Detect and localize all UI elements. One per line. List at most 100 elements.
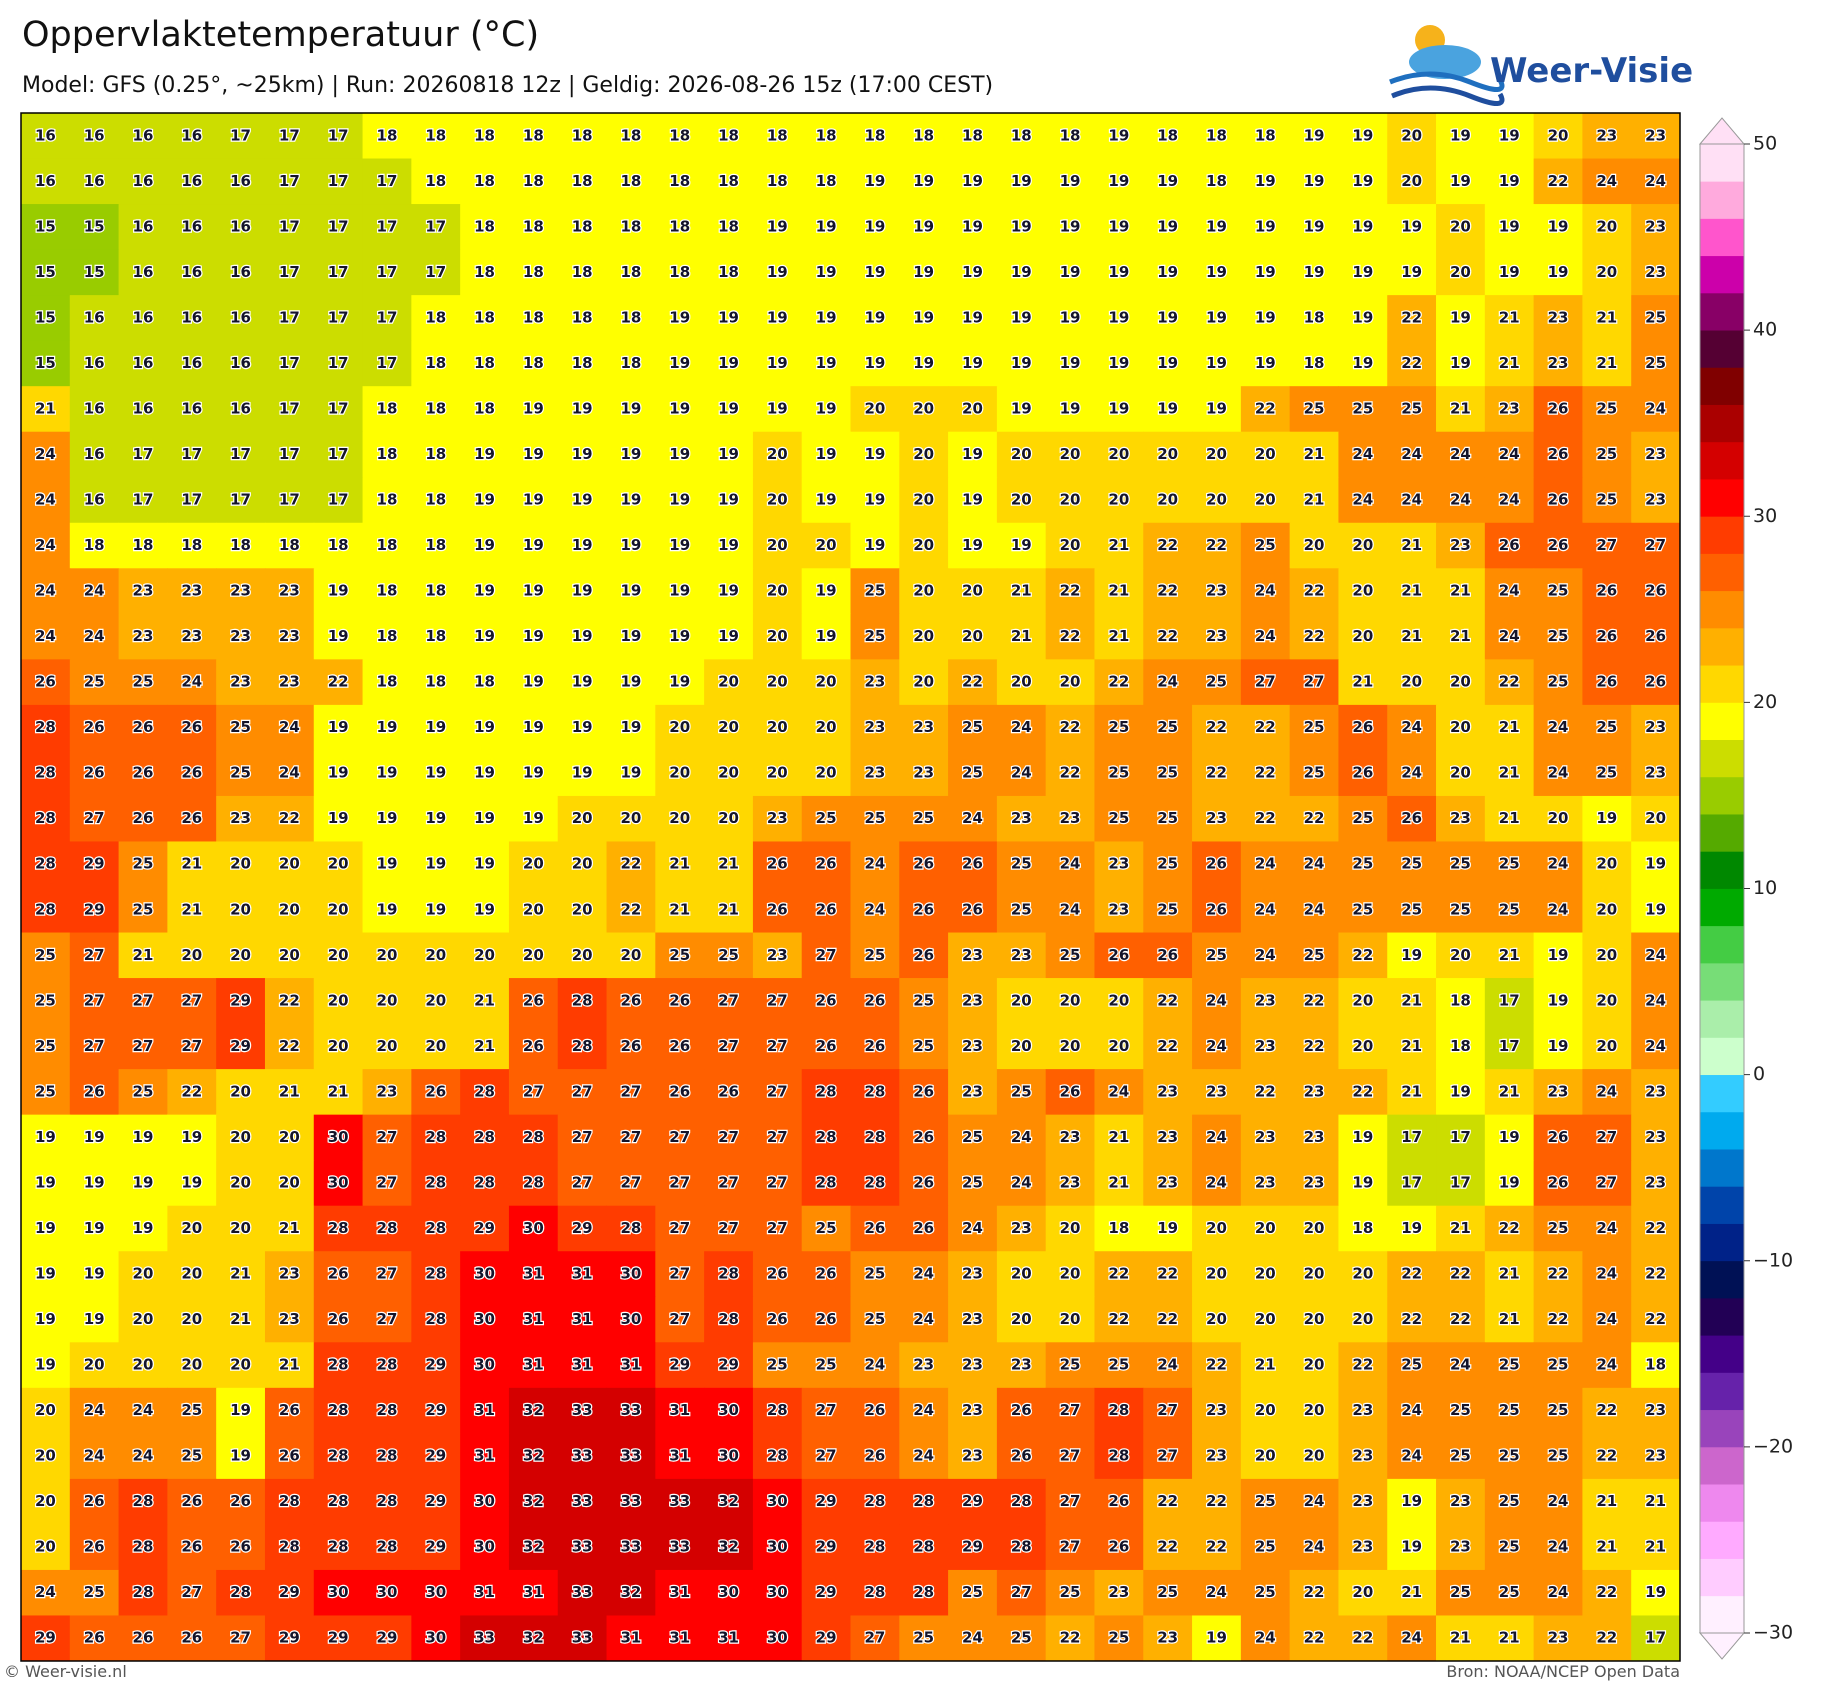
temperature-cell <box>460 1615 510 1662</box>
temperature-label: 22 <box>620 855 641 873</box>
temperature-label: 19 <box>572 718 593 736</box>
temperature-label: 20 <box>1450 217 1471 235</box>
temperature-label: 24 <box>1206 991 1227 1009</box>
temperature-label: 20 <box>572 809 593 827</box>
temperature-cell <box>313 887 364 934</box>
temperature-cell <box>1192 522 1242 569</box>
temperature-label: 20 <box>1060 1037 1081 1055</box>
temperature-label: 20 <box>1352 1310 1373 1328</box>
temperature-cell <box>1143 978 1193 1025</box>
temperature-label: 19 <box>523 673 544 691</box>
temperature-cell <box>362 1296 412 1343</box>
temperature-cell <box>1045 1615 1095 1662</box>
temperature-label: 29 <box>35 1629 56 1647</box>
temperature-cell <box>508 1342 559 1389</box>
temperature-label: 23 <box>1596 126 1617 144</box>
temperature-cell <box>264 1433 315 1480</box>
temperature-cell <box>1533 1478 1583 1525</box>
temperature-cell <box>1240 1615 1291 1662</box>
temperature-label: 20 <box>1060 536 1081 554</box>
temperature-label: 19 <box>1645 855 1666 873</box>
temperature-cell <box>1436 113 1486 160</box>
temperature-label: 27 <box>1060 1401 1081 1419</box>
temperature-cell <box>21 1205 71 1252</box>
temperature-cell <box>1192 1433 1242 1480</box>
temperature-cell <box>167 522 217 569</box>
temperature-label: 30 <box>767 1492 788 1510</box>
temperature-cell <box>69 795 120 842</box>
temperature-cell <box>1045 477 1095 524</box>
temperature-cell <box>216 887 266 934</box>
temperature-cell <box>21 522 71 569</box>
temperature-label: 19 <box>718 354 739 372</box>
temperature-cell <box>118 932 168 979</box>
temperature-cell <box>1045 704 1095 751</box>
temperature-label: 28 <box>474 1173 495 1191</box>
temperature-label: 19 <box>377 900 398 918</box>
temperature-label: 25 <box>1548 1401 1569 1419</box>
temperature-cell <box>1094 431 1144 478</box>
temperature-cell <box>1582 1433 1632 1480</box>
temperature-label: 27 <box>181 1583 202 1601</box>
temperature-cell <box>655 1433 705 1480</box>
temperature-cell <box>1436 1069 1486 1116</box>
temperature-label: 28 <box>816 1082 837 1100</box>
temperature-cell <box>1338 1160 1388 1207</box>
temperature-cell <box>704 249 754 296</box>
temperature-cell <box>850 1160 900 1207</box>
temperature-label: 15 <box>35 354 56 372</box>
temperature-cell <box>655 1069 705 1116</box>
temperature-cell <box>264 841 315 888</box>
temperature-label: 23 <box>962 991 983 1009</box>
temperature-cell <box>118 659 168 706</box>
temperature-cell <box>1631 1524 1681 1571</box>
temperature-cell <box>460 932 510 979</box>
temperature-label: 25 <box>1596 399 1617 417</box>
temperature-label: 16 <box>181 308 202 326</box>
temperature-cell <box>411 1205 461 1252</box>
temperature-cell <box>850 1023 900 1070</box>
temperature-label: 29 <box>962 1538 983 1556</box>
temperature-label: 23 <box>1645 1128 1666 1146</box>
temperature-label: 27 <box>572 1173 593 1191</box>
temperature-cell <box>1631 978 1681 1025</box>
temperature-label: 23 <box>230 809 251 827</box>
temperature-cell <box>899 1569 949 1616</box>
temperature-cell <box>1631 1478 1681 1525</box>
temperature-label: 23 <box>1157 1128 1178 1146</box>
temperature-cell <box>899 887 949 934</box>
temperature-cell <box>1533 477 1583 524</box>
temperature-label: 20 <box>377 946 398 964</box>
temperature-cell <box>1338 204 1388 251</box>
temperature-cell <box>167 1524 217 1571</box>
temperature-label: 19 <box>718 536 739 554</box>
temperature-cell <box>1631 1387 1681 1434</box>
temperature-cell <box>118 568 168 615</box>
temperature-cell <box>167 1615 217 1662</box>
temperature-cell <box>850 1615 900 1662</box>
temperature-label: 24 <box>1060 855 1081 873</box>
temperature-cell <box>1338 1387 1388 1434</box>
temperature-cell <box>460 1569 510 1616</box>
temperature-label: 23 <box>1206 582 1227 600</box>
temperature-label: 20 <box>1060 673 1081 691</box>
temperature-cell <box>167 795 217 842</box>
temperature-cell <box>704 1251 754 1298</box>
temperature-label: 25 <box>133 1082 154 1100</box>
temperature-label: 23 <box>181 582 202 600</box>
temperature-cell <box>69 613 120 660</box>
temperature-cell <box>118 1615 168 1662</box>
temperature-cell <box>167 431 217 478</box>
temperature-label: 20 <box>718 764 739 782</box>
temperature-label: 19 <box>864 536 885 554</box>
temperature-label: 26 <box>1548 1173 1569 1191</box>
temperature-cell <box>216 1205 266 1252</box>
temperature-label: 19 <box>523 718 544 736</box>
temperature-label: 20 <box>1596 1037 1617 1055</box>
temperature-cell <box>1631 1069 1681 1116</box>
temperature-cell <box>1387 659 1437 706</box>
temperature-label: 24 <box>1401 718 1422 736</box>
temperature-label: 20 <box>1304 536 1325 554</box>
temperature-cell <box>1192 887 1242 934</box>
temperature-cell <box>1192 1023 1242 1070</box>
